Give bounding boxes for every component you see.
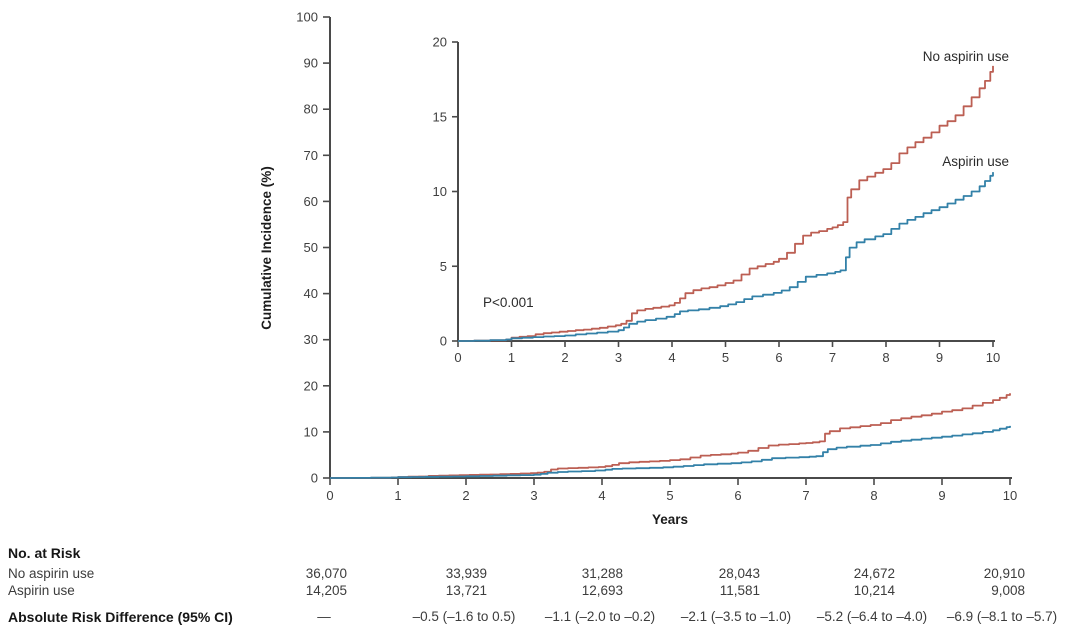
main-x-tick-label: 1: [394, 488, 401, 503]
main-x-tick-label: 3: [530, 488, 537, 503]
inset-x-tick-label: 3: [615, 350, 622, 365]
main-x-tick-label: 6: [734, 488, 741, 503]
main-y-tick-label: 100: [296, 10, 318, 25]
inset-y-tick-label: 20: [433, 35, 447, 50]
risk-count-cell: 24,672: [853, 566, 895, 581]
inset-x-tick-label: 5: [722, 350, 729, 365]
risk-diff-label: Absolute Risk Difference (95% CI): [8, 609, 233, 625]
risk-difference-cell: –1.1 (–2.0 to –0.2): [544, 609, 656, 624]
y-axis-title: Cumulative Incidence (%): [259, 166, 274, 330]
main-curve-no-aspirin: [330, 393, 1011, 479]
inset-x-tick-label: 9: [936, 350, 943, 365]
inset-curves: [458, 65, 994, 342]
x-axis-title: Years: [652, 512, 688, 527]
main-x-tick-label: 0: [326, 488, 333, 503]
risk-count-cell: 13,721: [445, 583, 487, 598]
risk-count-cell: 28,043: [718, 566, 760, 581]
pvalue-annotation: P<0.001: [483, 295, 534, 310]
risk-table-header: No. at Risk: [8, 545, 81, 561]
risk-difference-cell: —: [317, 609, 331, 624]
risk-count-cell: 31,288: [581, 566, 623, 581]
risk-count-cell: 14,205: [305, 583, 347, 598]
main-y-tick-label: 40: [304, 286, 318, 301]
risk-count-cell: 11,581: [719, 583, 760, 598]
inset-x-tick-label: 7: [829, 350, 836, 365]
inset-curve-aspirin: [458, 172, 994, 342]
main-y-tick-label: 20: [304, 378, 318, 393]
inset-x-tick-label: 1: [508, 350, 515, 365]
inset-y-tick-label: 0: [440, 334, 447, 349]
inset-x-tick-label: 2: [561, 350, 568, 365]
risk-row-label-no-aspirin: No aspirin use: [8, 566, 95, 581]
risk-difference-cell: –2.1 (–3.5 to –1.0): [680, 609, 792, 624]
main-x-tick-label: 2: [462, 488, 469, 503]
main-y-tick-label: 60: [304, 194, 318, 209]
inset-axis-ticks: 0 5 10 15 20 0 1 2 3 4 5 6 7 8 9 10: [433, 35, 1001, 366]
main-curve-aspirin: [330, 425, 1011, 479]
main-x-tick-label: 9: [938, 488, 945, 503]
inset-y-tick-label: 10: [433, 184, 447, 199]
main-x-tick-label: 8: [870, 488, 877, 503]
inset-x-tick-label: 4: [668, 350, 675, 365]
main-x-tick-label: 10: [1003, 488, 1017, 503]
main-x-tick-label: 5: [666, 488, 673, 503]
main-y-tick-label: 10: [304, 424, 318, 439]
risk-count-cell: 12,693: [581, 583, 623, 598]
inset-x-tick-label: 0: [454, 350, 461, 365]
risk-difference-cell: –0.5 (–1.6 to 0.5): [412, 609, 516, 624]
risk-count-cell: 20,910: [983, 566, 1025, 581]
main-y-tick-label: 30: [304, 332, 318, 347]
risk-count-cell: 33,939: [445, 566, 487, 581]
risk-row-label-aspirin: Aspirin use: [8, 583, 75, 598]
number-at-risk-table: No. at Risk No aspirin use Aspirin use A…: [0, 538, 1080, 639]
risk-difference-cell: –5.2 (–6.4 to –4.0): [816, 609, 928, 624]
risk-count-cell: 9,008: [991, 583, 1025, 598]
legend-no-aspirin-label: No aspirin use: [923, 49, 1009, 64]
risk-difference-cell: –6.9 (–8.1 to –5.7): [946, 609, 1058, 624]
main-y-tick-label: 80: [304, 102, 318, 117]
legend-aspirin-label: Aspirin use: [942, 154, 1009, 169]
inset-y-tick-label: 15: [433, 109, 447, 124]
main-y-tick-label: 0: [311, 471, 318, 486]
main-x-tick-label: 7: [802, 488, 809, 503]
risk-count-cell: 10,214: [853, 583, 895, 598]
main-y-tick-label: 50: [304, 240, 318, 255]
inset-x-tick-label: 6: [775, 350, 782, 365]
inset-x-tick-label: 8: [882, 350, 889, 365]
inset-curve-no-aspirin: [458, 65, 994, 342]
main-y-tick-label: 70: [304, 148, 318, 163]
risk-count-cell: 36,070: [305, 566, 347, 581]
main-x-tick-label: 4: [598, 488, 605, 503]
inset-x-tick-label: 10: [986, 350, 1000, 365]
main-curves: [330, 393, 1011, 479]
inset-y-tick-label: 5: [440, 259, 447, 274]
main-y-tick-label: 90: [304, 56, 318, 71]
